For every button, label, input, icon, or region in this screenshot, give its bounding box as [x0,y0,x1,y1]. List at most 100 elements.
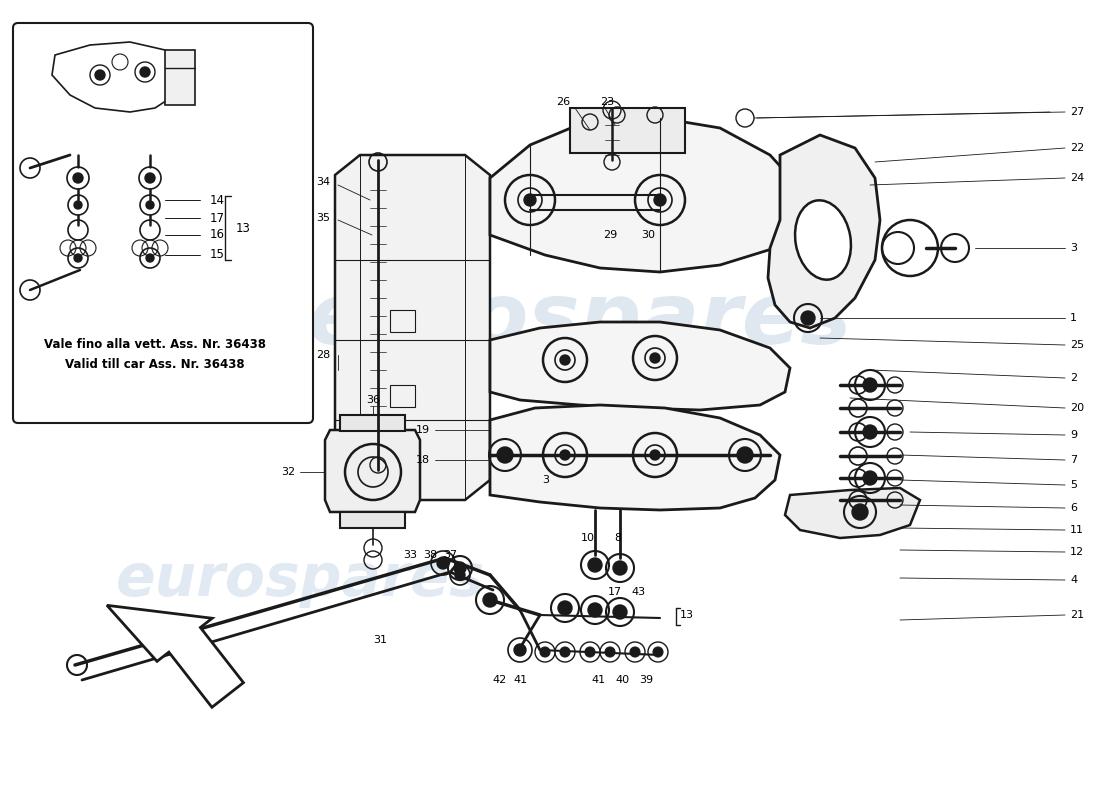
Circle shape [585,647,595,657]
Bar [340,415,405,431]
Circle shape [146,201,154,209]
Bar [390,310,415,332]
Circle shape [455,570,465,580]
Text: 41: 41 [591,675,605,685]
FancyBboxPatch shape [13,23,313,423]
Text: 42: 42 [493,675,507,685]
Text: 37: 37 [443,550,458,560]
Text: 22: 22 [1070,143,1085,153]
Circle shape [524,194,536,206]
Polygon shape [490,118,800,272]
Text: 21: 21 [1070,610,1085,620]
Text: 36: 36 [366,395,379,405]
Text: 5: 5 [1070,480,1077,490]
Circle shape [630,647,640,657]
Text: eurospares: eurospares [308,278,852,362]
Circle shape [146,254,154,262]
Circle shape [145,173,155,183]
Text: 30: 30 [641,230,654,240]
Circle shape [864,425,877,439]
Text: 8: 8 [615,533,622,543]
Text: 7: 7 [1070,455,1077,465]
Text: 18: 18 [416,455,430,465]
Circle shape [588,558,602,572]
Text: 19: 19 [416,425,430,435]
Text: 1: 1 [1070,313,1077,323]
Text: 41: 41 [513,675,527,685]
Circle shape [560,647,570,657]
Circle shape [497,447,513,463]
Text: 38: 38 [422,550,437,560]
Text: 26: 26 [556,97,570,107]
Polygon shape [490,405,780,510]
Circle shape [605,647,615,657]
Text: 33: 33 [403,550,417,560]
Polygon shape [324,430,420,512]
Circle shape [74,201,82,209]
Circle shape [140,67,150,77]
Circle shape [650,450,660,460]
Bar [340,512,405,528]
Text: 11: 11 [1070,525,1084,535]
Circle shape [613,561,627,575]
Circle shape [852,504,868,520]
Circle shape [864,378,877,392]
Text: 16: 16 [210,229,225,242]
Circle shape [73,173,82,183]
Text: Vale fino alla vett. Ass. Nr. 36438: Vale fino alla vett. Ass. Nr. 36438 [44,338,266,351]
Text: 32: 32 [280,467,295,477]
Text: 43: 43 [631,587,645,597]
Circle shape [650,353,660,363]
Polygon shape [490,322,790,410]
Text: 25: 25 [1070,340,1085,350]
Text: 35: 35 [316,213,330,223]
Polygon shape [107,606,243,707]
Circle shape [514,644,526,656]
Text: 17: 17 [608,587,623,597]
Text: 31: 31 [373,635,387,645]
Circle shape [437,557,449,569]
Bar [165,50,195,105]
Polygon shape [768,135,880,328]
Bar [390,385,415,407]
Text: 24: 24 [1070,173,1085,183]
Text: 40: 40 [615,675,629,685]
Text: 2: 2 [1070,373,1077,383]
Circle shape [95,70,104,80]
Text: 20: 20 [1070,403,1085,413]
Text: eurospares: eurospares [116,551,484,609]
Text: 10: 10 [581,533,595,543]
Ellipse shape [795,200,851,280]
Text: 4: 4 [1070,575,1077,585]
Text: 39: 39 [639,675,653,685]
Circle shape [540,647,550,657]
Circle shape [801,311,815,325]
Circle shape [74,254,82,262]
Bar [570,108,685,153]
Polygon shape [785,488,920,538]
Text: Valid till car Ass. Nr. 36438: Valid till car Ass. Nr. 36438 [65,358,245,371]
Text: 13: 13 [680,610,694,620]
Circle shape [588,603,602,617]
Polygon shape [336,155,490,500]
Text: 34: 34 [316,177,330,187]
Text: 9: 9 [1070,430,1077,440]
Circle shape [864,471,877,485]
Circle shape [560,450,570,460]
Text: 27: 27 [1070,107,1085,117]
Text: 12: 12 [1070,547,1085,557]
Circle shape [558,601,572,615]
Text: 3: 3 [542,475,549,485]
Circle shape [613,605,627,619]
Circle shape [560,355,570,365]
Text: 23: 23 [600,97,614,107]
Circle shape [454,562,466,574]
Text: 15: 15 [210,249,224,262]
Text: 29: 29 [603,230,617,240]
Circle shape [737,447,754,463]
Text: 14: 14 [210,194,225,206]
Text: 17: 17 [210,211,225,225]
Text: 13: 13 [236,222,251,234]
Circle shape [653,647,663,657]
Text: 3: 3 [1070,243,1077,253]
